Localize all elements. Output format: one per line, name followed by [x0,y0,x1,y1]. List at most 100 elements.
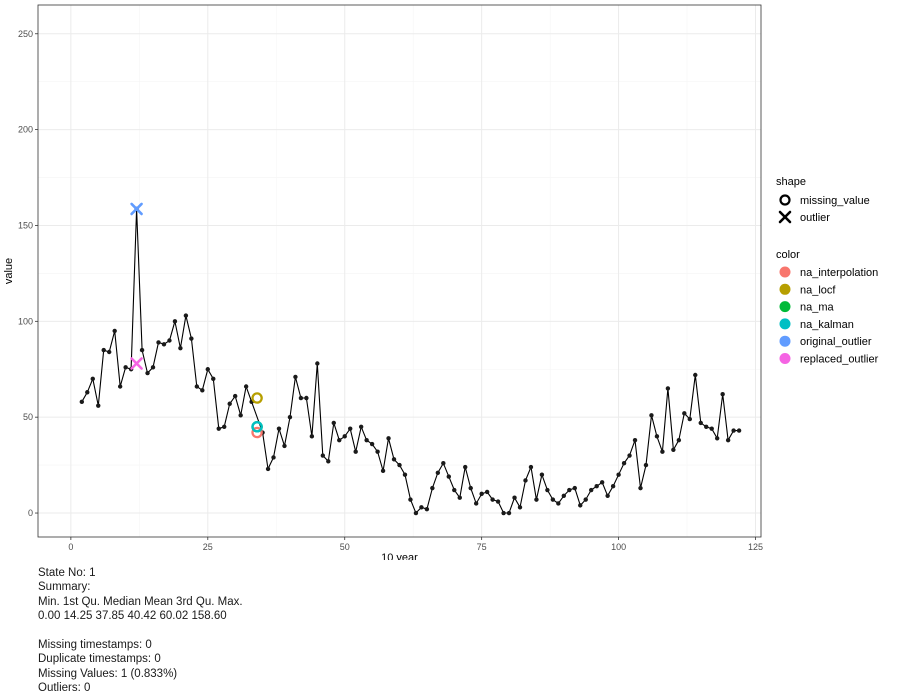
na_kalman-marker [251,421,263,433]
series-line [81,208,740,514]
legend-color-title: color [776,249,800,261]
data-point [512,495,517,500]
data-point [358,424,364,429]
data-point [468,485,473,491]
data-point [665,386,671,391]
data-point [85,390,90,395]
data-point [101,347,106,353]
summary-line: Missing timestamps: 0 [38,638,152,651]
y-tick-label: 50 [23,412,33,422]
data-point [172,319,178,324]
data-point [539,472,545,477]
data-point [397,462,402,468]
data-point [523,478,528,483]
data-point [304,395,309,401]
legend-shape-title: shape [776,176,806,188]
data-point [298,395,304,401]
data-point [649,413,654,418]
data-point [386,436,391,441]
data-point [605,493,610,498]
data-point [107,349,112,355]
data-point [561,493,567,498]
data-points-layer [79,206,742,516]
data-point [501,510,506,516]
data-point [627,453,632,458]
data-point [353,449,358,454]
data-point [178,345,183,351]
y-tick-label: 250 [18,29,33,39]
data-point [123,365,128,370]
data-point [232,393,238,399]
data-point [211,376,216,382]
data-point [693,372,698,378]
na_interpolation-marker [251,426,263,439]
data-point [709,426,714,431]
data-point [714,436,720,441]
data-point [161,342,167,347]
data-point [167,338,172,343]
data-point [610,483,616,489]
data-point [194,384,200,389]
legend-color-label: na_locf [800,284,836,296]
summary-line: Outliers: 0 [38,682,91,695]
data-point [632,437,638,443]
data-point [342,434,347,439]
series-line-layer [81,208,740,514]
data-point [243,384,249,389]
y-tick-label: 0 [28,508,33,518]
legend-color-label: na_interpolation [800,267,878,279]
x-tick-label: 125 [748,542,763,552]
data-point [96,403,101,408]
axis-ticks: 0 25 50 75 100 125 0 50 100 150 200 250 [18,29,763,552]
data-point [435,470,441,475]
data-point [534,497,539,502]
data-point [320,453,326,458]
legend-shape-label: outlier [800,212,830,224]
panel-border [37,4,762,538]
data-point [391,457,397,462]
summary-line: 0.00 14.25 37.85 40.42 60.02 158.60 [38,610,227,623]
data-point [550,497,556,502]
x-axis-title: 10 year [381,552,418,560]
na_locf-marker [251,392,263,404]
data-point [271,455,276,460]
data-point [682,411,687,416]
data-point [556,501,561,506]
data-point [731,428,736,433]
legend-color-label: replaced_outlier [800,354,879,366]
x-tick-label: 25 [203,542,213,552]
data-point [430,485,435,491]
data-point [654,434,660,439]
data-point [698,420,703,426]
data-point [309,434,315,439]
x-tick-label: 100 [611,542,626,552]
data-point [79,399,85,405]
y-tick-label: 100 [18,316,33,326]
replaced_outlier-marker [130,357,143,370]
replaced_outlier-marker-stroke [130,357,143,370]
data-point [331,420,336,426]
x-tick-label: 75 [477,542,487,552]
data-point [621,460,627,466]
data-point [293,374,298,380]
legend-color-swatch [779,318,791,330]
data-point [506,510,512,516]
legend-shape-label: missing_value [800,195,870,207]
data-point [479,491,484,497]
summary-text: State No: 1 Summary: Min. 1st Qu. Median M… [38,566,243,696]
data-point [484,489,490,495]
data-point [222,424,227,429]
data-point [452,487,457,493]
summary-line: Min. 1st Qu. Median Mean 3rd Qu. Max. [38,595,243,608]
data-point [227,401,232,406]
data-point [216,426,221,431]
data-point [315,361,320,366]
data-point [490,497,495,502]
data-point [183,313,189,318]
legend-color-label: na_kalman [800,319,854,331]
y-axis-title: value [3,258,15,284]
data-point [380,468,386,474]
data-point [375,449,380,454]
legend-color-swatch [779,353,791,364]
